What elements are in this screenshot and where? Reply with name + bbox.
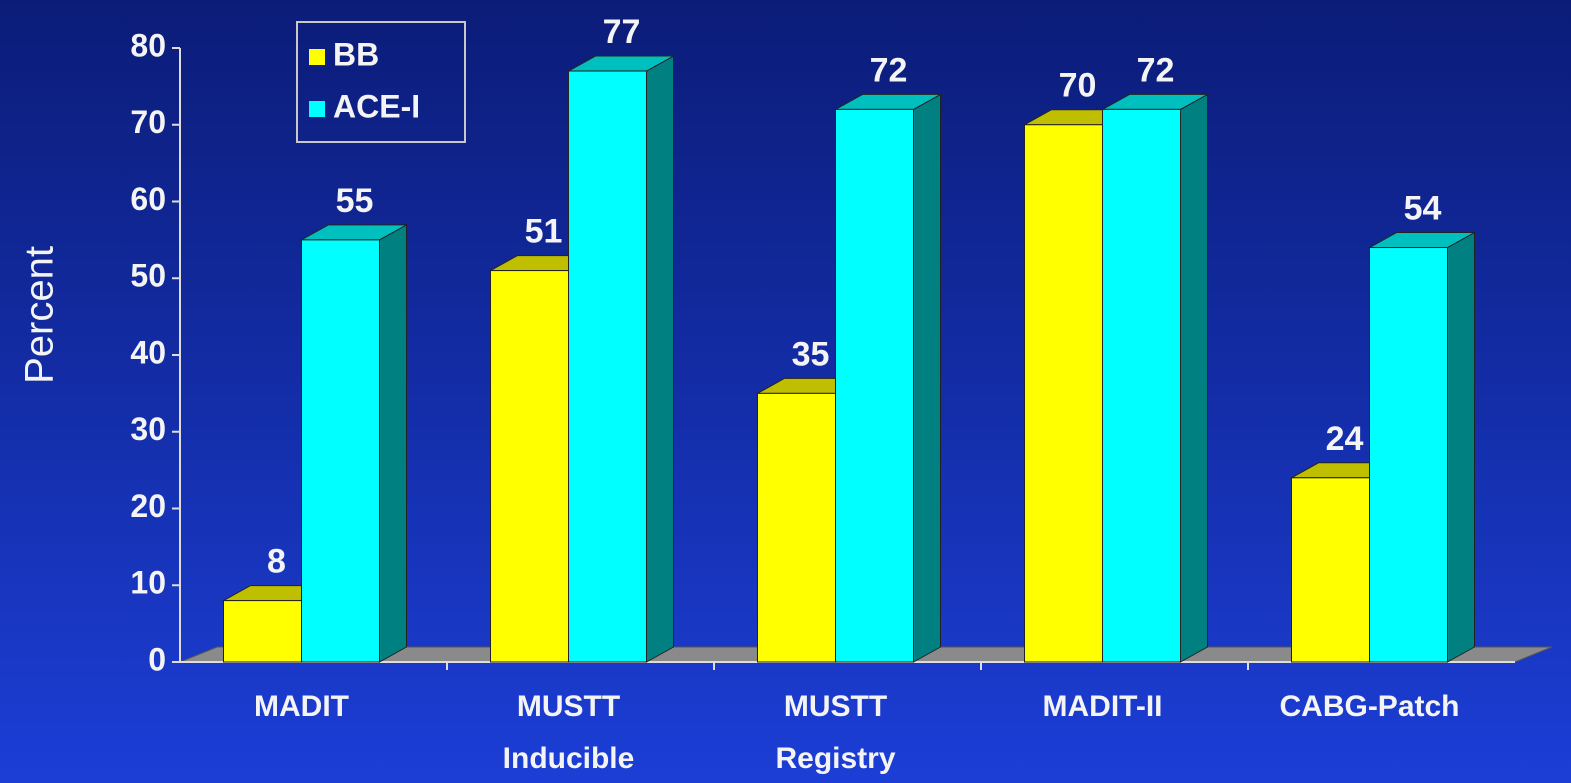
y-tick-label: 20 — [130, 488, 166, 524]
legend-swatch — [309, 49, 325, 65]
y-axis-label: Percent — [18, 246, 62, 384]
legend-label: BB — [333, 36, 379, 72]
value-label: 24 — [1326, 420, 1364, 458]
bar-side — [1180, 93, 1208, 663]
bar-side — [1447, 231, 1475, 663]
bar — [1102, 108, 1181, 663]
y-tick-label: 40 — [130, 334, 166, 370]
y-tick-label: 50 — [130, 258, 166, 294]
bar-side — [379, 224, 407, 663]
bar — [301, 239, 380, 663]
value-label: 72 — [1137, 51, 1175, 89]
y-tick-label: 60 — [130, 181, 166, 217]
y-tick-label: 80 — [130, 27, 166, 63]
bar — [1024, 124, 1103, 663]
value-label: 54 — [1404, 190, 1442, 228]
value-label: 51 — [525, 213, 563, 251]
bar — [835, 108, 914, 663]
bar-side — [646, 55, 674, 663]
y-tick-label: 30 — [130, 411, 166, 447]
legend-swatch — [309, 101, 325, 117]
y-tick-label: 10 — [130, 565, 166, 601]
x-tick-label: MUSTT — [784, 690, 887, 723]
value-label: 35 — [792, 335, 830, 373]
bar — [1369, 247, 1448, 663]
x-tick-label: MADIT-II — [1043, 690, 1163, 723]
y-tick-label: 70 — [130, 104, 166, 140]
value-label: 70 — [1059, 67, 1097, 105]
value-label: 77 — [603, 13, 641, 51]
x-tick-label: Registry — [775, 742, 895, 775]
value-label: 55 — [336, 182, 374, 220]
legend-label: ACE-I — [333, 88, 420, 124]
bar — [223, 600, 302, 663]
value-label: 72 — [870, 51, 908, 89]
x-tick-label: MUSTT — [517, 690, 620, 723]
bar — [490, 270, 569, 663]
x-tick-label: Inducible — [503, 742, 635, 775]
bar-side — [913, 93, 941, 663]
y-tick-label: 0 — [148, 641, 166, 677]
value-label: 8 — [267, 543, 286, 581]
x-tick-label: MADIT — [254, 690, 349, 723]
x-tick-label: CABG-Patch — [1279, 690, 1459, 723]
bar — [568, 70, 647, 663]
bar — [757, 392, 836, 663]
bar — [1291, 477, 1370, 663]
legend-box — [296, 21, 466, 143]
